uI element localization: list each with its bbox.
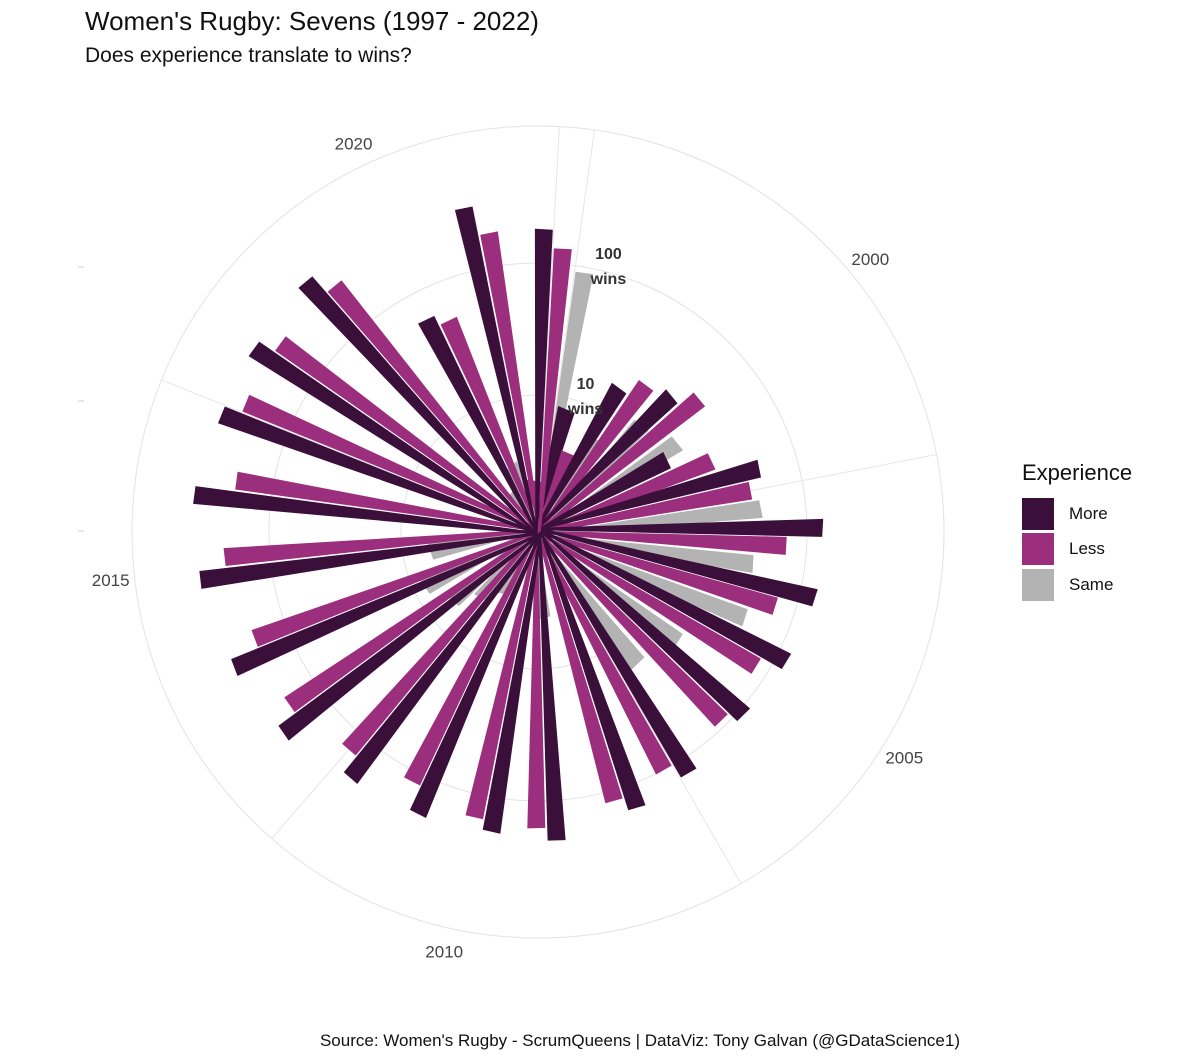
year-label-2020: 2020 (335, 135, 373, 154)
legend-item-more: More (1022, 496, 1132, 532)
legend-swatch-same (1022, 568, 1054, 601)
bar-2000-more (535, 389, 678, 531)
bar-1999-more (534, 382, 627, 531)
source-caption: Source: Women's Rugby - ScrumQueens | Da… (319, 1031, 961, 1050)
bar-2006-less (537, 531, 728, 727)
bar-2015-less (223, 529, 538, 566)
bar-2014-less (251, 530, 539, 647)
legend-label-more: More (1069, 503, 1108, 523)
bar-1998-more (534, 406, 575, 532)
bar-2014-more (231, 533, 540, 676)
bar-2005-more (538, 528, 792, 670)
ring-label-10-0: 10 (577, 376, 595, 393)
bar-2003-more (538, 518, 824, 537)
bar-2010-less (465, 531, 540, 820)
bar-2008-more (539, 530, 646, 811)
ring-label-100-1: wins (590, 271, 627, 288)
legend: Experience More Less Same (1022, 460, 1132, 603)
bar-2011-less (404, 531, 540, 786)
bars-layer (193, 206, 824, 841)
bar-2016-less (235, 471, 539, 532)
legend-swatch-more (1022, 497, 1054, 530)
bar-2011-more (409, 532, 542, 818)
bar-2008-less (536, 531, 623, 804)
year-label-2000: 2000 (851, 250, 889, 269)
year-label-2010: 2010 (425, 943, 463, 962)
bar-2022-less (538, 248, 572, 533)
grid-ring (131, 125, 945, 939)
labels-layer: 2000 2005 2010 2015 2020 10 wins 100 wins (92, 135, 923, 962)
bar-2010-more (482, 532, 543, 834)
bar-2004-more (538, 528, 818, 607)
grid-spoke (161, 379, 539, 533)
bar-2022-more (534, 228, 553, 532)
bar-2021-more (454, 206, 538, 533)
bar-2020-more (418, 315, 538, 534)
legend-label-less: Less (1069, 539, 1105, 559)
legend-item-same: Same (1022, 567, 1132, 603)
bar-2019-less (327, 280, 539, 533)
chart-title: Women's Rugby: Sevens (1997 - 2022) (85, 6, 539, 36)
bar-2009-more (538, 531, 566, 841)
bar-2012-less (342, 531, 539, 756)
bar-2001-more (536, 452, 671, 532)
ring-label-10-1: wins (567, 401, 604, 418)
year-label-2005: 2005 (885, 748, 923, 767)
legend-title: Experience (1022, 460, 1133, 485)
bar-2004-less (537, 530, 778, 615)
bar-2003-less (537, 530, 787, 555)
ring-label-100-0: 100 (595, 246, 622, 263)
bar-2017-less (242, 394, 539, 532)
bar-2013-more (278, 533, 541, 741)
legend-swatch-less (1022, 533, 1054, 566)
bar-2009-less (527, 532, 546, 829)
bar-2013-less (284, 531, 539, 713)
bar-2016-more (193, 486, 538, 535)
bar-2015-more (199, 532, 539, 589)
bar-2017-more (218, 406, 538, 535)
bar-2007-less (535, 532, 672, 775)
bar-2019-more (298, 276, 537, 535)
legend-item-less: Less (1022, 532, 1132, 568)
chart-subtitle: Does experience translate to wins? (85, 44, 412, 67)
legend-label-same: Same (1069, 574, 1114, 594)
bar-2020-less (440, 316, 541, 532)
grid-spoke (537, 126, 560, 533)
year-label-2015: 2015 (92, 571, 130, 590)
bar-2002-less (537, 481, 753, 534)
bar-2018-more (248, 341, 537, 536)
bar-1999-less (537, 380, 654, 533)
grid-spoke (537, 531, 742, 884)
bar-2012-more (343, 533, 542, 784)
bar-2002-more (537, 459, 761, 531)
bar-2005-less (537, 531, 761, 674)
bar-2007-more (538, 530, 697, 778)
bar-2000-less (537, 392, 706, 533)
bar-2021-less (480, 231, 541, 532)
bar-2018-less (275, 336, 539, 533)
bar-2006-more (539, 529, 751, 722)
